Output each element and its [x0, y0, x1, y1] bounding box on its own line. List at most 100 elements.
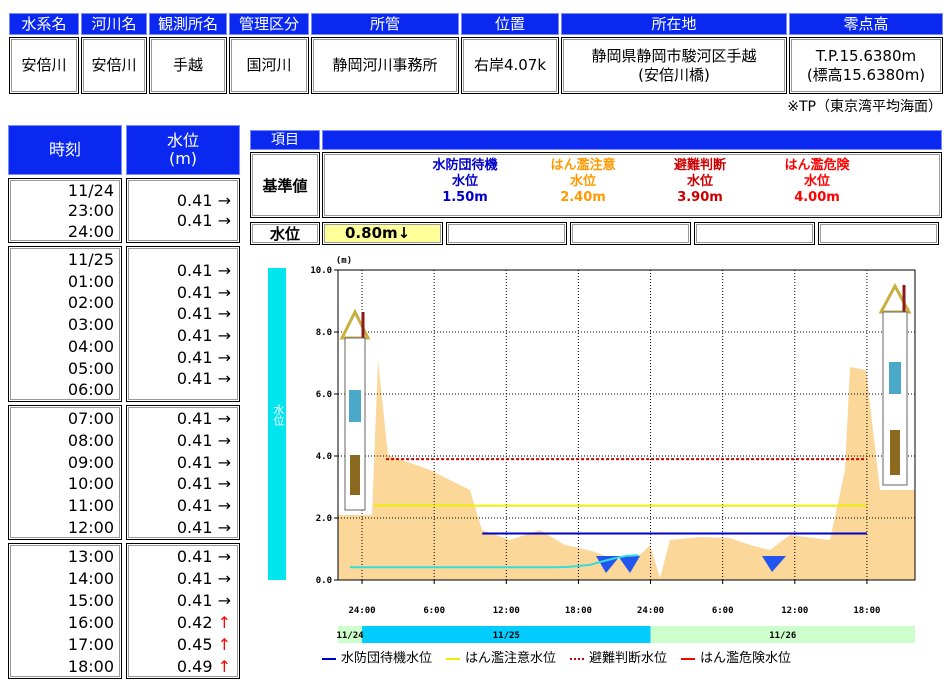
trend: → [218, 591, 231, 610]
note: ※TP（東京湾平均海面） [787, 96, 942, 116]
trend: → [218, 261, 231, 280]
house-window [349, 390, 361, 422]
time: 16:00 [9, 612, 114, 634]
header-cell: 時刻 [8, 125, 122, 175]
cell-text: 安倍川 [91, 56, 136, 75]
level-cell: 0.41 →0.41 →0.41 →0.41 →0.41 →0.41 → [126, 246, 240, 402]
time: 03:00 [9, 314, 114, 336]
item-label: 項目 [250, 130, 320, 150]
level: 0.41 [177, 569, 213, 588]
house-door [890, 430, 900, 475]
level-row: 0.41 → [127, 495, 231, 517]
time: 07:00 [9, 408, 114, 430]
legend-item: 避難判断水位 [570, 650, 667, 668]
time: 01:00 [9, 271, 114, 293]
level: 0.41 [177, 211, 213, 230]
level: 0.41 [177, 261, 213, 280]
date-band-label: 11/26 [769, 631, 796, 641]
data-cell: 静岡河川事務所 [311, 37, 459, 94]
data-cell: 右岸4.07k [461, 37, 559, 94]
legend-swatch [446, 654, 460, 664]
level-cell: 0.41 →0.41 →0.41 →0.42 ↑0.45 ↑0.49 ↑ [126, 543, 240, 679]
data-cell: 安倍川 [9, 37, 79, 94]
level-row: 0.41 → [127, 260, 231, 282]
header-text: 時刻 [9, 141, 121, 159]
trend: ↑ [218, 635, 231, 654]
time: 24:00 [9, 222, 114, 242]
date: 11/24 [9, 181, 114, 201]
time-cell: 11/2423:0024:00 [8, 178, 122, 243]
trend: → [218, 453, 231, 472]
level-row: 0.41 → [127, 347, 231, 369]
cell-text: 右岸4.07k [474, 56, 546, 75]
legend: 水防団待機水位はん濫注意水位避難判断水位はん濫危険水位 [322, 650, 791, 668]
data-cell: 安倍川 [81, 37, 147, 94]
header-cell: 河川名 [81, 13, 147, 35]
trend: ↑ [218, 613, 231, 632]
level: 0.41 [177, 191, 213, 210]
level: 0.41 [177, 453, 213, 472]
criteria-value: 3.90m [635, 190, 765, 206]
time: 15:00 [9, 590, 114, 612]
time-cell: 13:0014:0015:0016:0017:0018:00 [8, 543, 122, 679]
time: 13:00 [9, 546, 114, 568]
trend: → [218, 547, 231, 566]
legend-label: 避難判断水位 [589, 650, 667, 668]
cell-text: 手越 [173, 56, 203, 75]
trend: → [218, 409, 231, 428]
current-label: 水位 [250, 222, 320, 245]
level-row: 0.41 → [127, 590, 231, 612]
time: 04:00 [9, 336, 114, 358]
level: 0.41 [177, 518, 213, 537]
empty-cell [694, 222, 815, 245]
time: 23:00 [9, 201, 114, 221]
cell-text: T.P.15.6380m [816, 47, 916, 66]
level-row: 0.49 ↑ [127, 656, 231, 678]
header-cell: 管理区分 [229, 13, 309, 35]
time: 06:00 [9, 379, 114, 401]
time: 10:00 [9, 473, 114, 495]
date-band-label: 11/24 [336, 631, 364, 641]
level: 0.41 [177, 326, 213, 345]
x-tick-label: 24:00 [348, 606, 375, 616]
cell-text: (安倍川橋) [638, 66, 710, 85]
level-row: 0.41 → [127, 408, 231, 430]
header-text: 水位 [127, 132, 239, 150]
level: 0.49 [177, 657, 213, 676]
criteria-name: 水防団待機 [400, 158, 530, 174]
data-cell: T.P.15.6380m(標高15.6380m) [789, 37, 943, 94]
trend: → [218, 369, 231, 388]
cell-text: 国河川 [246, 56, 291, 75]
header-cell: 位置 [461, 13, 559, 35]
legend-item: はん濫注意水位 [446, 650, 556, 668]
legend-swatch [681, 654, 695, 664]
legend-swatch [322, 654, 336, 664]
x-tick-label: 18:00 [565, 606, 592, 616]
criteria-name: 水位 [400, 174, 530, 190]
x-tick-label: 12:00 [493, 606, 520, 616]
criteria-value: 1.50m [400, 190, 530, 206]
time: 17:00 [9, 634, 114, 656]
level: 0.41 [177, 409, 213, 428]
empty-cell [818, 222, 939, 245]
time: 18:00 [9, 656, 114, 678]
level-row: 0.41 → [127, 211, 231, 231]
legend-item: 水防団待機水位 [322, 650, 432, 668]
level: 0.41 [177, 431, 213, 450]
data-cell: 国河川 [229, 37, 309, 94]
header-cell: 水位(m) [126, 125, 240, 175]
trend: → [218, 569, 231, 588]
x-tick-label: 6:00 [423, 606, 445, 616]
criteria-value: 4.00m [752, 190, 882, 206]
trend: → [218, 191, 231, 210]
page-body: (m)0.02.04.06.08.010.024:006:0012:0018:0… [0, 0, 944, 680]
level: 0.41 [177, 304, 213, 323]
legend-swatch [570, 654, 584, 664]
trend: ↑ [218, 657, 231, 676]
criteria-name: 水位 [518, 174, 648, 190]
criteria-name: はん濫注意 [518, 158, 648, 174]
level-row: 0.41 → [127, 430, 231, 452]
level-row: 0.41 → [127, 282, 231, 304]
level: 0.41 [177, 369, 213, 388]
time: 08:00 [9, 430, 114, 452]
